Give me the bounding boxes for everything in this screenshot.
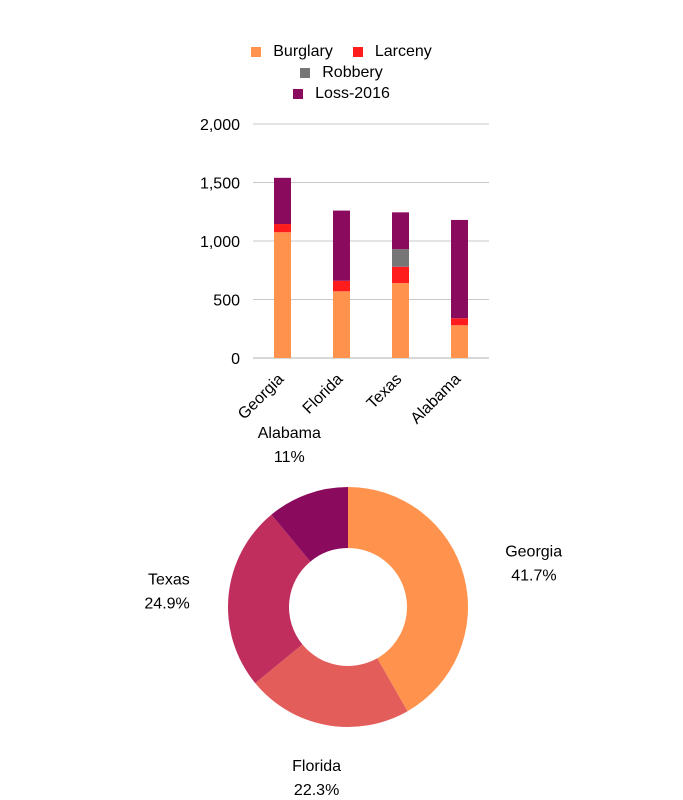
y-tick-label: 1,000 [200, 234, 240, 251]
y-tick-label: 0 [231, 351, 240, 368]
legend-item: Burglary [251, 43, 333, 61]
donut-slice [271, 487, 348, 562]
legend-label: Robbery [322, 63, 383, 81]
y-tick-label: 2,000 [200, 117, 240, 134]
y-tick-label: 1,500 [200, 176, 240, 193]
legend-row: Burglary Larceny [0, 41, 683, 62]
legend-item: Loss-2016 [293, 85, 390, 103]
slice-label: Florida [292, 758, 341, 775]
donut-slice [348, 487, 469, 712]
bar-segment [451, 318, 468, 326]
slice-label: Texas [148, 571, 190, 588]
chart-legend: Burglary Larceny Robbery Loss-2016 [0, 41, 683, 104]
bar-segment [451, 219, 468, 319]
bar-segment [392, 266, 409, 284]
legend-label: Larceny [374, 42, 432, 60]
bar-segment [392, 283, 409, 358]
x-tick-label: Alabama [408, 371, 465, 428]
legend-row: Robbery [0, 62, 683, 83]
slice-percent-label: 41.7% [511, 568, 556, 585]
bar-segment [392, 212, 409, 250]
slice-percent-label: 22.3% [294, 782, 339, 799]
legend-swatch [293, 88, 304, 99]
slice-label: Georgia [505, 544, 562, 561]
bar-segment [333, 210, 350, 281]
bar-segment [451, 325, 468, 358]
y-tick-label: 500 [213, 293, 240, 310]
legend-label: Loss-2016 [315, 84, 390, 102]
donut-slice [255, 644, 408, 727]
slice-percent-label: 11% [274, 449, 305, 466]
bar-segment [274, 232, 291, 358]
bar-segment [274, 224, 291, 233]
legend-swatch [352, 46, 363, 57]
legend-row: Loss-2016 [0, 83, 683, 104]
bar-segment [392, 249, 409, 267]
legend-label: Burglary [273, 42, 333, 60]
legend-item: Larceny [352, 42, 432, 61]
slice-label: Alabama [258, 425, 321, 442]
donut-slice [227, 514, 311, 684]
legend-swatch [251, 46, 262, 57]
legend-swatch [300, 67, 311, 78]
bar-segment [333, 291, 350, 358]
x-tick-label: Georgia [235, 371, 287, 423]
bar-segment [274, 177, 291, 225]
x-tick-label: Texas [364, 371, 406, 413]
slice-percent-label: 24.9% [144, 595, 189, 612]
legend-item: Robbery [300, 63, 383, 82]
x-tick-label: Florida [300, 371, 347, 418]
bar-segment [333, 280, 350, 292]
